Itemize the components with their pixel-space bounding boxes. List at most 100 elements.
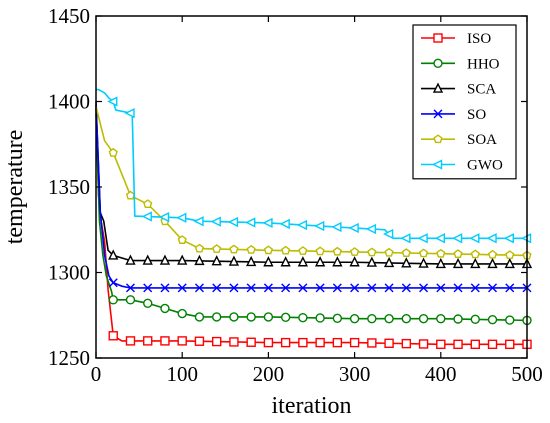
legend-swatch-marker <box>433 134 443 144</box>
series-marker-iso <box>246 337 256 347</box>
series-marker-hho <box>280 312 291 323</box>
series-marker-soa <box>418 248 429 258</box>
series-marker-sca <box>280 256 291 267</box>
series-marker-gwo <box>486 233 497 244</box>
series-marker-iso <box>263 337 274 348</box>
series-marker-sca <box>177 254 188 265</box>
series-marker-hho <box>470 314 480 325</box>
legend-label: SCA <box>467 82 496 98</box>
series-marker-so <box>384 283 394 293</box>
series-marker-hho <box>367 313 377 324</box>
series-marker-iso <box>315 337 325 348</box>
series-marker-hho <box>246 312 256 322</box>
series-marker-gwo <box>348 222 359 234</box>
x-tick-label: 300 <box>339 362 371 386</box>
y-tick-label: 1250 <box>48 346 90 370</box>
series-marker-hho <box>349 313 360 324</box>
series-marker-iso <box>194 336 205 346</box>
series-marker-iso <box>332 337 343 348</box>
x-axis-title: iteration <box>272 393 352 419</box>
series-marker-iso <box>229 337 239 347</box>
series-marker-so <box>194 283 204 293</box>
series-marker-so <box>505 283 515 293</box>
series-marker-so <box>350 283 360 293</box>
series-marker-iso <box>505 339 515 350</box>
series-marker-gwo <box>158 212 170 223</box>
series-marker-soa <box>263 245 274 255</box>
series-iso <box>95 108 532 350</box>
series-marker-iso <box>418 339 429 349</box>
series-marker-soa <box>212 244 222 253</box>
series-marker-sca <box>332 256 343 267</box>
series-marker-sca <box>246 255 257 267</box>
series-marker-gwo <box>469 233 480 244</box>
series-marker-soa <box>281 245 291 255</box>
series-marker-hho <box>108 295 118 305</box>
series-marker-hho <box>453 314 463 324</box>
series-so <box>95 101 532 293</box>
series-hho <box>95 113 532 326</box>
legend-label: HHO <box>467 56 500 72</box>
series-marker-so <box>470 283 480 293</box>
series-marker-so <box>125 283 135 293</box>
series-marker-soa <box>401 248 411 257</box>
series-layer <box>95 88 533 350</box>
series-marker-sca <box>142 254 153 265</box>
series-marker-hho <box>143 298 153 308</box>
series-marker-hho <box>298 312 308 323</box>
legend-item-hho: HHO <box>421 56 500 72</box>
series-marker-gwo <box>262 217 273 229</box>
legend-label: GWO <box>467 158 503 174</box>
legend-swatch-marker <box>432 82 444 93</box>
series-marker-so <box>246 283 256 293</box>
series-marker-sca <box>194 254 205 266</box>
legend-label: SO <box>467 107 486 123</box>
series-marker-iso <box>108 331 118 341</box>
legend-label: SOA <box>467 132 497 148</box>
series-marker-sca <box>487 257 498 269</box>
series-marker-so <box>160 283 170 293</box>
series-marker-gwo <box>383 228 394 240</box>
series-marker-sca <box>314 256 326 267</box>
series-marker-hho <box>332 313 343 324</box>
series-marker-so <box>108 278 118 288</box>
series-marker-gwo <box>365 223 377 235</box>
series-marker-sca <box>504 257 515 269</box>
series-marker-so <box>453 283 463 293</box>
legend-item-soa: SOA <box>421 132 497 148</box>
series-marker-gwo <box>141 211 152 222</box>
series-marker-hho <box>229 312 239 322</box>
series-marker-soa <box>315 246 325 256</box>
series-marker-iso <box>384 338 394 348</box>
series-marker-so <box>281 283 291 293</box>
series-marker-soa <box>436 248 446 258</box>
series-marker-gwo <box>451 233 463 244</box>
x-tick-label: 500 <box>511 362 543 386</box>
series-marker-hho <box>194 312 205 322</box>
y-tick-label: 1300 <box>48 261 90 285</box>
legend-swatch-marker <box>433 58 443 68</box>
legend-item-so: SO <box>421 107 486 123</box>
series-marker-so <box>298 283 308 293</box>
series-marker-soa <box>384 247 394 257</box>
series-marker-iso <box>401 338 412 349</box>
series-marker-soa <box>487 249 498 259</box>
y-axis-title: temperature <box>2 130 28 245</box>
series-marker-so <box>315 283 325 293</box>
series-marker-soa <box>108 147 118 157</box>
series-marker-gwo <box>417 233 428 244</box>
series-marker-iso <box>125 336 136 346</box>
series-marker-hho <box>160 303 170 314</box>
y-tick-label: 1350 <box>48 175 90 199</box>
series-marker-soa <box>143 199 153 209</box>
legend-swatch-marker <box>433 109 443 119</box>
series-marker-iso <box>280 337 291 348</box>
series-marker-so <box>436 283 446 293</box>
series-marker-iso <box>160 336 170 346</box>
legend-box <box>412 24 517 180</box>
series-marker-gwo <box>314 220 325 232</box>
series-marker-hho <box>211 312 222 322</box>
series-marker-gwo <box>227 216 239 228</box>
series-marker-sca <box>435 257 446 269</box>
